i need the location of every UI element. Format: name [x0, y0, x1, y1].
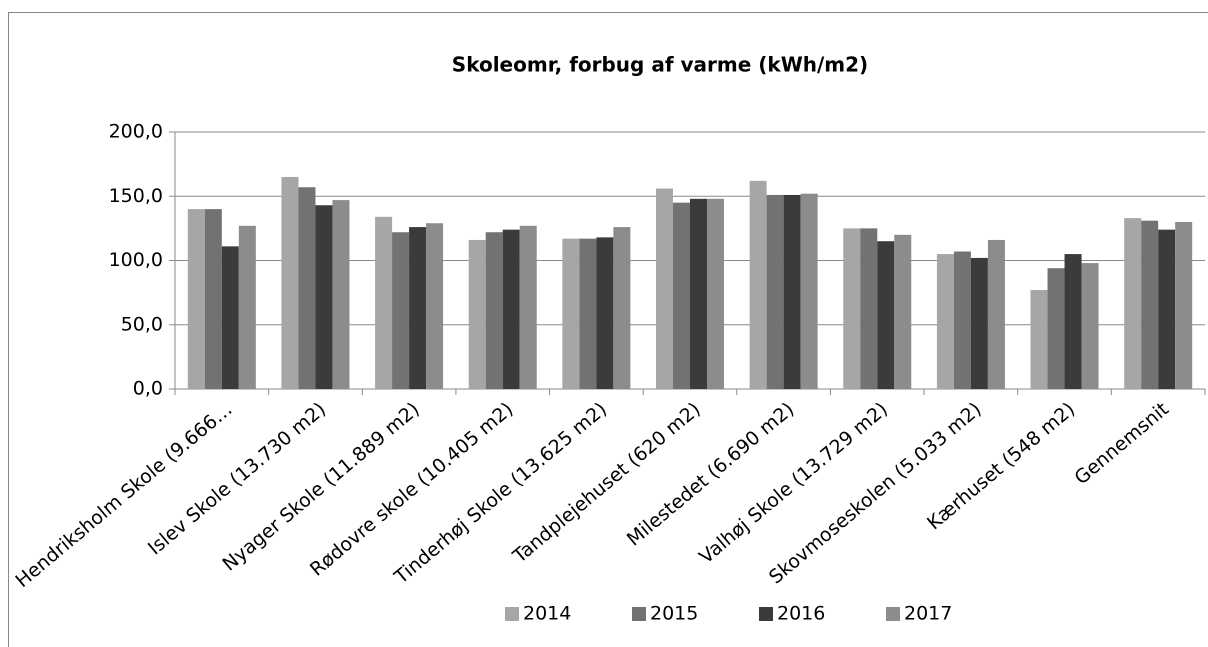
- legend-label: 2016: [777, 603, 825, 625]
- y-tick-label: 150,0: [109, 185, 163, 207]
- bar: [1141, 220, 1159, 389]
- bar: [596, 237, 614, 389]
- bar: [485, 232, 503, 389]
- legend-swatch: [886, 607, 900, 621]
- legend-label: 2014: [523, 603, 571, 625]
- legend-swatch: [505, 607, 519, 621]
- bar: [298, 187, 316, 389]
- bar: [468, 239, 486, 389]
- bar: [375, 216, 393, 389]
- bar: [1175, 221, 1193, 389]
- bar: [766, 194, 784, 389]
- bar: [1047, 268, 1065, 389]
- bar: [519, 225, 537, 389]
- chart-title: Skoleomr, forbug af varme (kWh/m2): [452, 53, 868, 77]
- bar: [894, 234, 912, 389]
- y-tick-label: 200,0: [109, 121, 163, 143]
- legend-swatch: [632, 607, 646, 621]
- bar: [221, 246, 239, 389]
- bar: [426, 223, 444, 389]
- bar: [1158, 229, 1176, 389]
- bar: [1124, 218, 1142, 389]
- bar: [502, 229, 520, 389]
- bar: [953, 251, 971, 389]
- bar: [579, 238, 597, 389]
- bar: [860, 228, 878, 389]
- bar: [281, 176, 299, 389]
- bar: [315, 205, 333, 389]
- y-tick-label: 100,0: [109, 249, 163, 271]
- legend-label: 2015: [650, 603, 698, 625]
- bar: [690, 198, 707, 389]
- bar: [238, 225, 256, 389]
- bar: [877, 241, 895, 389]
- bar: [707, 198, 724, 389]
- bar: [673, 202, 690, 389]
- bar: [987, 239, 1005, 389]
- bar: [204, 209, 222, 389]
- y-tick-label: 50,0: [121, 313, 163, 335]
- bar: [392, 232, 410, 389]
- bar: [656, 188, 673, 389]
- bar: [783, 194, 801, 389]
- bar: [409, 227, 427, 389]
- bar: [187, 209, 205, 389]
- bar: [1030, 290, 1048, 389]
- bar: [936, 254, 954, 389]
- bar: [562, 238, 580, 389]
- bar: [749, 180, 767, 389]
- bar: [613, 227, 631, 389]
- bar: [332, 200, 350, 389]
- bar: [800, 193, 818, 389]
- y-tick-label: 0,0: [133, 378, 163, 400]
- bar: [843, 228, 861, 389]
- bar: [970, 257, 988, 389]
- bar: [1064, 254, 1082, 389]
- legend-label: 2017: [904, 603, 952, 625]
- legend-swatch: [759, 607, 773, 621]
- bar: [1081, 263, 1099, 389]
